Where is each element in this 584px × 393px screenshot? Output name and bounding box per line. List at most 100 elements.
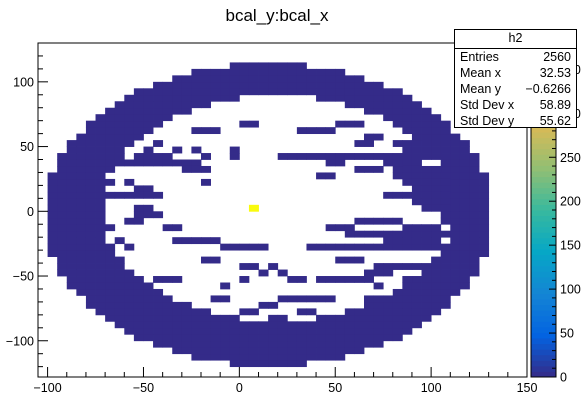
heatmap-bin [114,269,125,277]
heatmap-bin [133,133,144,141]
heatmap-bin [124,282,135,290]
heatmap-bin [325,321,336,329]
heatmap-bin [287,153,298,160]
heatmap-bin [421,288,432,296]
heatmap-bin [85,276,96,283]
heatmap-bin [459,230,470,238]
heatmap-bin [105,133,116,141]
heatmap-bin [85,211,96,219]
heatmap-bin [239,347,250,355]
heatmap-bin [479,217,490,225]
heatmap-bin [392,159,403,167]
heatmap-bin [306,243,317,251]
heatmap-bin [344,308,355,316]
heatmap-bin [229,321,240,329]
heatmap-bin [181,94,192,102]
color-scale-label: 200 [560,195,581,209]
heatmap-bin [373,153,384,160]
heatmap-bin [201,81,211,89]
heatmap-bin [421,185,432,193]
heatmap-bin [153,340,164,348]
heatmap-bin [383,327,394,335]
heatmap-bin [421,133,432,141]
heatmap-bin [411,133,422,141]
heatmap-bin [411,243,422,251]
heatmap-bin [124,327,135,335]
heatmap-bin [162,224,173,232]
heatmap-bin [402,276,413,283]
heatmap-bin [421,172,432,180]
heatmap-bin [66,263,77,270]
heatmap-bin [296,295,307,303]
heatmap-bin [364,308,374,316]
heatmap-bin [421,263,432,270]
heatmap-bin [229,68,240,76]
heatmap-bin [105,250,116,257]
heatmap-bin [66,191,77,199]
x-tick-label: 100 [421,381,442,393]
heatmap-bin [191,88,202,96]
heatmap-bin [431,127,442,135]
heatmap-bin [220,295,231,303]
color-scale-step [531,137,556,144]
heatmap-bin [124,301,135,309]
heatmap-bin [306,334,317,342]
heatmap-bin [191,81,202,89]
heatmap-bin [364,140,374,147]
heatmap-bin [248,81,259,89]
heatmap-bin [287,327,298,335]
heatmap-bin [296,68,307,76]
heatmap-bin [133,308,144,316]
heatmap-bin [411,114,422,122]
heatmap-bin [114,282,125,290]
heatmap-bin [133,334,144,342]
heatmap-bin [114,295,125,303]
heatmap-bin [392,243,403,251]
heatmap-bin [316,340,327,348]
heatmap-bin [364,165,374,173]
heatmap-bin [85,243,96,251]
heatmap-bin [172,237,183,245]
heatmap-bin [66,204,77,212]
heatmap-bin [258,301,269,309]
x-tick-label: 50 [328,381,342,393]
heatmap-bin [47,211,58,219]
heatmap-bin [57,243,68,251]
heatmap-bin [479,250,490,257]
heatmap-bin [133,276,144,283]
heatmap-bin [411,276,422,283]
heatmap-bin [181,165,192,173]
heatmap-bin [124,140,135,147]
heatmap-bin [95,295,106,303]
heatmap-bin [306,68,317,76]
heatmap-bin [248,120,259,128]
heatmap-bin [344,334,355,342]
heatmap-bin [402,230,413,238]
heatmap-bin [459,243,470,251]
heatmap-bin [124,269,135,277]
color-scale-step [531,260,556,267]
heatmap-bin [57,153,68,160]
heatmap-bin [364,321,374,329]
heatmap-bin [469,256,480,264]
heatmap-bin [459,191,470,199]
heatmap-bin [344,153,355,160]
heatmap-bin [411,321,422,329]
heatmap-bin [287,88,298,96]
heatmap-bin [469,172,480,180]
heatmap-bin [440,263,451,270]
heatmap-bin [364,81,374,89]
heatmap-bin [66,185,77,193]
heatmap-bin [277,295,288,303]
heatmap-bin [76,282,87,290]
heatmap-bin [201,353,211,361]
heatmap-bin [124,321,135,329]
heatmap-bin [450,288,461,296]
heatmap-bin [95,308,106,316]
heatmap-bin [143,107,154,115]
heatmap-bin [431,120,442,128]
heatmap-bin [440,276,451,283]
heatmap-bin [210,127,221,135]
heatmap-bin [268,360,279,368]
heatmap-bin [239,120,250,128]
